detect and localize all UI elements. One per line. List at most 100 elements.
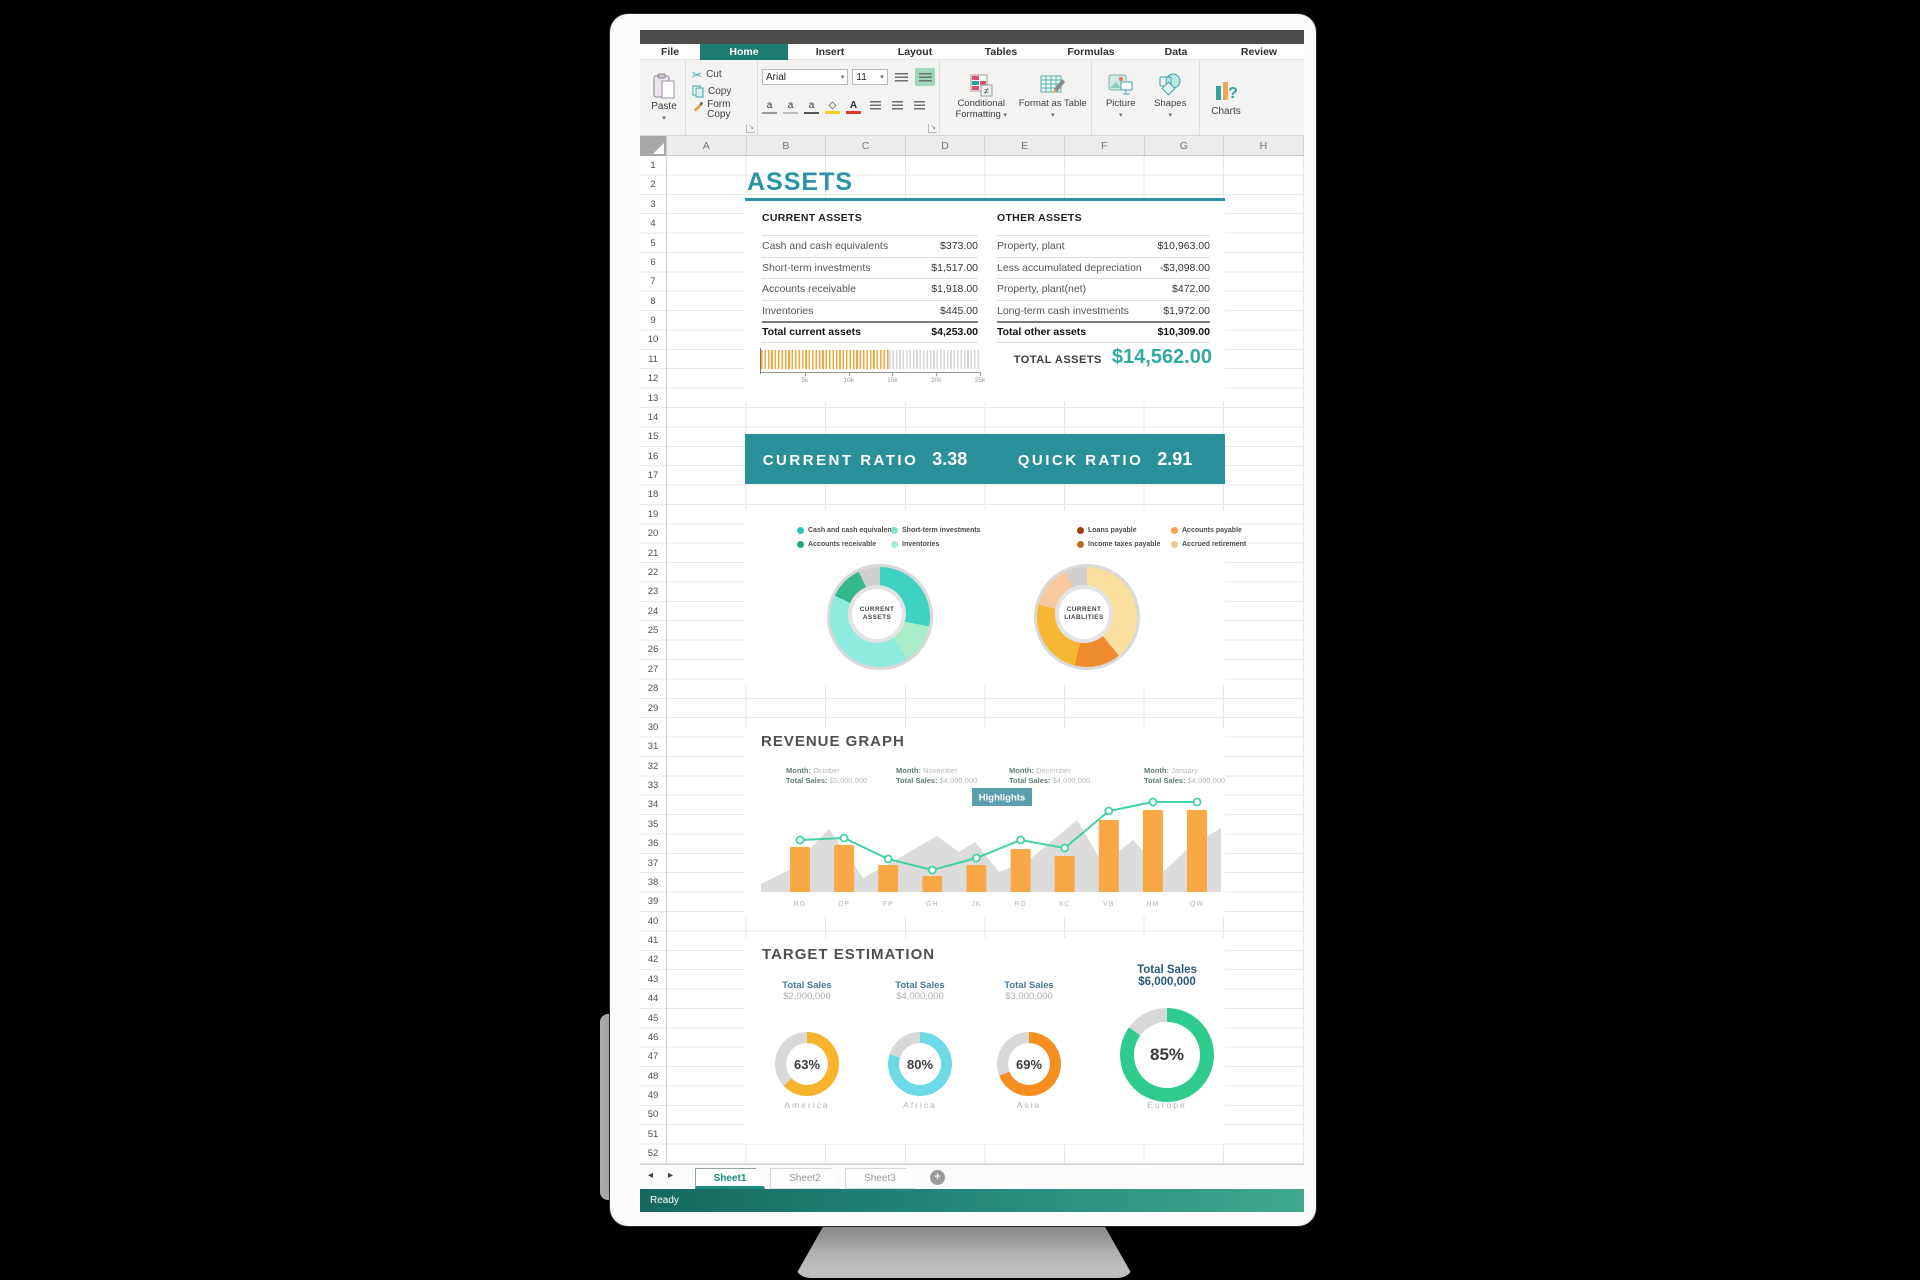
column-header-C[interactable]: C bbox=[826, 136, 906, 155]
row-header-42[interactable]: 42 bbox=[647, 954, 659, 966]
row-header-21[interactable]: 21 bbox=[647, 547, 659, 559]
row-header-35[interactable]: 35 bbox=[647, 818, 659, 830]
tab-layout[interactable]: Layout bbox=[897, 46, 933, 58]
lowercase-button[interactable]: a bbox=[762, 100, 777, 114]
row-header-7[interactable]: 7 bbox=[650, 276, 656, 288]
tab-tables[interactable]: Tables bbox=[984, 46, 1018, 58]
row-header-5[interactable]: 5 bbox=[650, 237, 656, 249]
row-header-38[interactable]: 38 bbox=[647, 876, 659, 888]
row-header-41[interactable]: 41 bbox=[647, 935, 659, 946]
row-header-28[interactable]: 28 bbox=[647, 683, 659, 695]
copy-button[interactable]: Copy bbox=[690, 83, 753, 100]
align-center-button[interactable] bbox=[889, 96, 905, 114]
paste-button[interactable]: Paste ▾ bbox=[644, 64, 684, 130]
tab-file[interactable]: File bbox=[660, 46, 680, 58]
row-header-27[interactable]: 27 bbox=[647, 663, 659, 675]
add-sheet-button[interactable]: + bbox=[930, 1170, 945, 1185]
row-header-14[interactable]: 14 bbox=[647, 411, 659, 423]
row-header-25[interactable]: 25 bbox=[647, 625, 659, 636]
underline-button[interactable]: a bbox=[804, 100, 819, 114]
row-header-24[interactable]: 24 bbox=[647, 605, 659, 617]
shapes-button[interactable]: Shapes ▾ bbox=[1146, 64, 1196, 130]
row-header-46[interactable]: 46 bbox=[647, 1031, 659, 1043]
row-header-52[interactable]: 52 bbox=[647, 1148, 659, 1160]
column-header-B[interactable]: B bbox=[747, 136, 827, 155]
sheet-tab-sheet3[interactable]: Sheet3 bbox=[845, 1168, 915, 1189]
dialog-launcher-icon[interactable]: ↘ bbox=[746, 124, 755, 133]
align-right-button[interactable] bbox=[911, 96, 927, 114]
column-header-A[interactable]: A bbox=[667, 136, 747, 155]
row-header-51[interactable]: 51 bbox=[647, 1128, 659, 1140]
sheet-tab-sheet2[interactable]: Sheet2 bbox=[770, 1168, 840, 1189]
row-header-8[interactable]: 8 bbox=[650, 295, 656, 307]
format-as-table-button[interactable]: Format as Table ▾ bbox=[1018, 64, 1087, 130]
column-header-F[interactable]: F bbox=[1065, 136, 1145, 155]
row-header-39[interactable]: 39 bbox=[647, 896, 659, 908]
sheet-nav-left-icon[interactable]: ◂ bbox=[648, 1170, 654, 1181]
tab-home[interactable]: Home bbox=[700, 44, 788, 60]
font-name-select[interactable]: Arial ▾ bbox=[762, 69, 849, 85]
fill-color-button[interactable]: ◇ bbox=[825, 100, 840, 114]
row-header-50[interactable]: 50 bbox=[647, 1109, 659, 1121]
row-header-45[interactable]: 45 bbox=[647, 1012, 659, 1024]
row-header-30[interactable]: 30 bbox=[647, 721, 659, 733]
row-header-49[interactable]: 49 bbox=[647, 1090, 659, 1101]
row-header-37[interactable]: 37 bbox=[647, 857, 659, 869]
column-header-D[interactable]: D bbox=[906, 136, 986, 155]
dialog-launcher-icon[interactable]: ↘ bbox=[928, 124, 937, 133]
row-header-10[interactable]: 10 bbox=[647, 334, 659, 346]
row-label: Long-term cash investments bbox=[997, 304, 1129, 317]
row-header-9[interactable]: 9 bbox=[650, 315, 656, 326]
line-spacing-selected-button[interactable] bbox=[915, 68, 935, 86]
tab-data[interactable]: Data bbox=[1164, 46, 1188, 58]
row-header-15[interactable]: 15 bbox=[647, 431, 659, 443]
highlights-badge[interactable] bbox=[972, 788, 1032, 806]
column-header-G[interactable]: G bbox=[1145, 136, 1225, 155]
row-header-47[interactable]: 47 bbox=[647, 1051, 659, 1063]
select-all-corner[interactable] bbox=[640, 136, 667, 156]
align-left-button[interactable] bbox=[867, 96, 883, 114]
column-header-E[interactable]: E bbox=[985, 136, 1065, 155]
font-size-select[interactable]: 11 ▾ bbox=[852, 69, 888, 85]
sheet-tab-sheet1[interactable]: Sheet1 bbox=[695, 1168, 765, 1189]
row-header-32[interactable]: 32 bbox=[647, 760, 659, 772]
charts-button[interactable]: ? Charts bbox=[1204, 64, 1248, 130]
tab-review[interactable]: Review bbox=[1240, 46, 1278, 58]
row-header-34[interactable]: 34 bbox=[647, 799, 659, 811]
tab-formulas[interactable]: Formulas bbox=[1067, 46, 1115, 58]
row-header-4[interactable]: 4 bbox=[650, 218, 656, 230]
row-header-16[interactable]: 16 bbox=[647, 450, 659, 462]
row-header-3[interactable]: 3 bbox=[650, 198, 656, 210]
row-header-6[interactable]: 6 bbox=[650, 256, 656, 268]
tab-insert[interactable]: Insert bbox=[815, 46, 845, 58]
format-copy-button[interactable]: Form Copy bbox=[690, 100, 753, 124]
row-header-33[interactable]: 33 bbox=[647, 780, 659, 791]
row-header-19[interactable]: 19 bbox=[647, 508, 659, 520]
picture-button[interactable]: Picture ▾ bbox=[1096, 64, 1146, 130]
conditional-formatting-button[interactable]: ≠ Conditional Formatting ▾ bbox=[944, 64, 1018, 130]
column-header-H[interactable]: H bbox=[1224, 136, 1304, 155]
subscript-button[interactable]: a bbox=[783, 100, 798, 114]
row-header-29[interactable]: 29 bbox=[647, 702, 659, 714]
font-color-button[interactable]: A bbox=[846, 100, 861, 114]
row-header-22[interactable]: 22 bbox=[647, 566, 659, 578]
row-header-2[interactable]: 2 bbox=[650, 179, 656, 191]
row-header-48[interactable]: 48 bbox=[647, 1070, 659, 1082]
row-header-36[interactable]: 36 bbox=[647, 838, 659, 850]
row-header-18[interactable]: 18 bbox=[647, 489, 659, 501]
row-header-13[interactable]: 13 bbox=[647, 392, 659, 404]
row-header-31[interactable]: 31 bbox=[647, 741, 659, 753]
row-header-12[interactable]: 12 bbox=[647, 373, 659, 385]
row-header-11[interactable]: 11 bbox=[648, 353, 658, 365]
row-header-1[interactable]: 1 bbox=[650, 160, 656, 171]
row-header-43[interactable]: 43 bbox=[647, 973, 659, 985]
row-header-17[interactable]: 17 bbox=[647, 470, 659, 481]
row-header-26[interactable]: 26 bbox=[647, 644, 659, 656]
row-header-20[interactable]: 20 bbox=[647, 528, 659, 540]
row-header-23[interactable]: 23 bbox=[647, 586, 659, 598]
row-header-40[interactable]: 40 bbox=[647, 915, 659, 927]
cut-button[interactable]: ✂ Cut bbox=[690, 66, 753, 83]
sheet-nav-right-icon[interactable]: ▸ bbox=[668, 1170, 674, 1181]
row-header-44[interactable]: 44 bbox=[647, 993, 659, 1005]
line-spacing-button[interactable] bbox=[892, 68, 912, 86]
